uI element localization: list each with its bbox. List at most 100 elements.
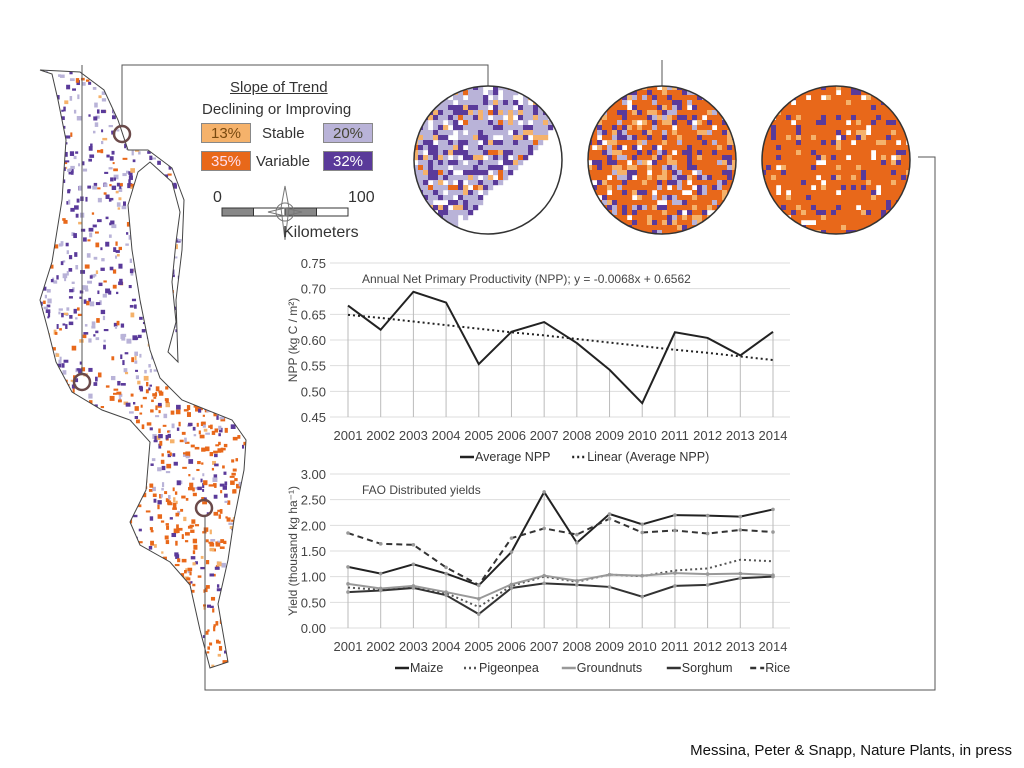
inset-pixel [428, 190, 434, 196]
map-pixel [134, 304, 137, 309]
map-pixel [222, 368, 227, 372]
inset-pixel [771, 145, 777, 151]
inset-pixel [826, 190, 832, 196]
inset-pixel [831, 150, 837, 156]
inset-pixel [588, 170, 593, 176]
x-tick-label: 2013 [726, 639, 755, 654]
inset-pixel [682, 125, 688, 131]
inset-pixel [876, 135, 882, 141]
inset-pixel [617, 135, 623, 141]
inset-pixel [558, 105, 562, 111]
inset-pixel [617, 205, 623, 211]
map-pixel [213, 474, 218, 479]
inset-pixel [602, 100, 608, 106]
map-pixel [42, 554, 47, 559]
inset-pixel [548, 100, 554, 106]
inset-pixel [801, 170, 807, 176]
map-pixel [175, 554, 180, 559]
inset-pixel [856, 90, 862, 96]
inset-pixel [762, 120, 767, 126]
inset-pixel [901, 175, 907, 181]
map-pixel [212, 245, 217, 250]
map-pixel [142, 655, 147, 659]
inset-pixel [637, 135, 643, 141]
map-pixel [97, 187, 101, 190]
map-pixel [180, 623, 183, 626]
inset-pixel [816, 185, 822, 191]
map-pixel [73, 613, 77, 616]
map-pixel [95, 302, 101, 306]
map-pixel [78, 185, 82, 191]
map-pixel [176, 404, 181, 410]
inset-pixel [592, 95, 598, 101]
inset-pixel [473, 135, 479, 141]
inset-pixel [732, 110, 736, 116]
inset-pixel [518, 105, 524, 111]
inset-pixel [672, 185, 678, 191]
map-pixel [84, 437, 88, 441]
map-pixel [213, 406, 217, 409]
inset-pixel [414, 220, 419, 226]
inset-pixel [906, 120, 910, 126]
inset-pixel [687, 90, 693, 96]
inset-pixel [871, 115, 877, 121]
map-pixel [98, 282, 103, 287]
inset-pixel [498, 150, 504, 156]
inset-pixel [642, 95, 648, 101]
map-pixel [185, 360, 190, 365]
inset-pixel [826, 145, 832, 151]
inset-pixel [438, 110, 444, 116]
map-pixel [137, 192, 141, 197]
inset-pixel [433, 165, 439, 171]
inset-pixel [503, 120, 509, 126]
inset-pixel [771, 175, 777, 181]
map-pixel [63, 161, 68, 165]
inset-pixel [762, 150, 767, 156]
map-pixel [235, 540, 239, 546]
inset-pixel [866, 150, 872, 156]
inset-pixel [667, 210, 673, 216]
map-pixel [209, 542, 215, 547]
inset-pixel [896, 205, 902, 211]
inset-pixel [856, 95, 862, 101]
map-pixel [203, 147, 206, 151]
inset-pixel [558, 115, 562, 121]
scale-min: 0 [213, 189, 222, 206]
inset-pixel [672, 140, 678, 146]
inset-pixel [667, 115, 673, 121]
inset-pixel [612, 135, 618, 141]
inset-pixel [433, 145, 439, 151]
map-pixel [199, 652, 203, 655]
inset-pixel [776, 210, 782, 216]
inset-pixel [662, 155, 668, 161]
map-pixel [166, 103, 169, 109]
map-pixel [93, 334, 96, 337]
inset-pixel [588, 225, 593, 231]
map-pixel [33, 537, 37, 540]
map-pixel [56, 436, 60, 439]
inset-pixel [498, 120, 504, 126]
map-location-marker [194, 498, 214, 518]
inset-pixel [826, 195, 832, 201]
inset-pixel [692, 86, 698, 91]
inset-pixel [841, 195, 847, 201]
inset-pixel [727, 155, 733, 161]
inset-pixel [657, 205, 663, 211]
map-pixel [183, 516, 187, 522]
inset-pixel [632, 215, 638, 221]
map-pixel [165, 540, 170, 545]
inset-pixel [796, 175, 802, 181]
inset-pixel [642, 180, 648, 186]
inset-pixel [652, 125, 658, 131]
data-point [738, 514, 743, 519]
map-pixel [227, 500, 231, 505]
inset-pixel [722, 95, 728, 101]
inset-pixel [866, 200, 872, 206]
map-pixel [157, 275, 162, 280]
map-pixel [92, 660, 96, 663]
map-pixel [34, 560, 36, 565]
inset-pixel [816, 90, 822, 96]
inset-pixel [717, 210, 723, 216]
inset-pixel [607, 165, 613, 171]
map-pixel [100, 140, 104, 145]
